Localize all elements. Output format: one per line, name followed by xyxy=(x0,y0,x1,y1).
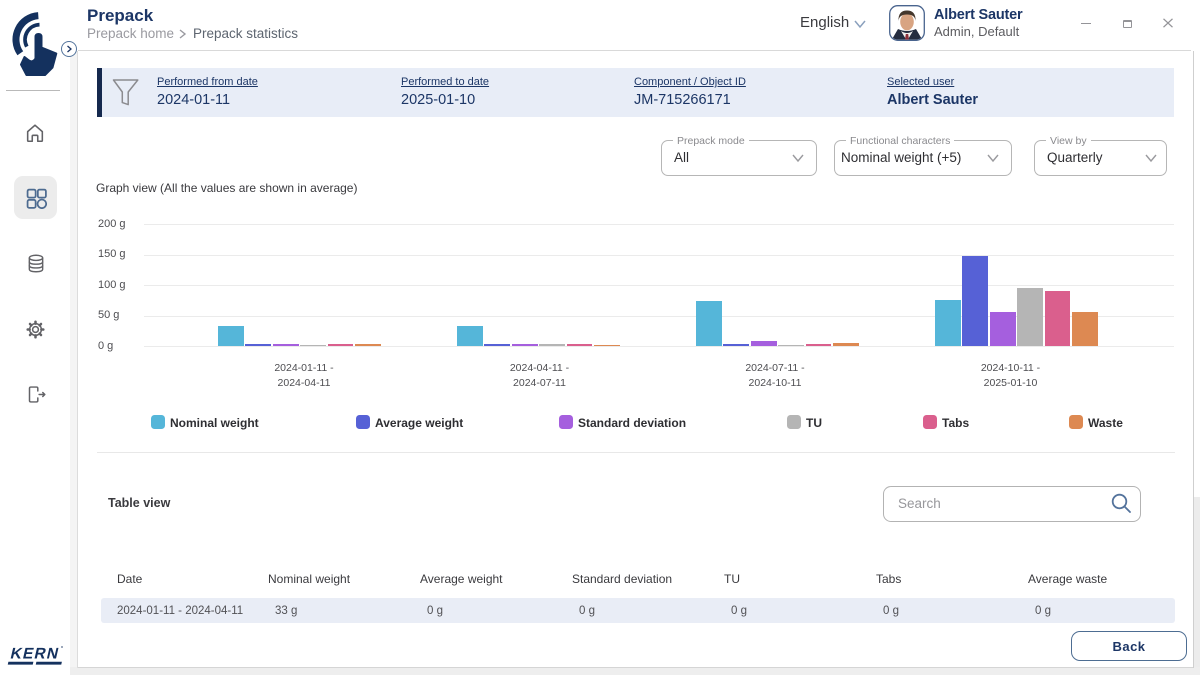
svg-text:KERN: KERN xyxy=(9,646,62,663)
